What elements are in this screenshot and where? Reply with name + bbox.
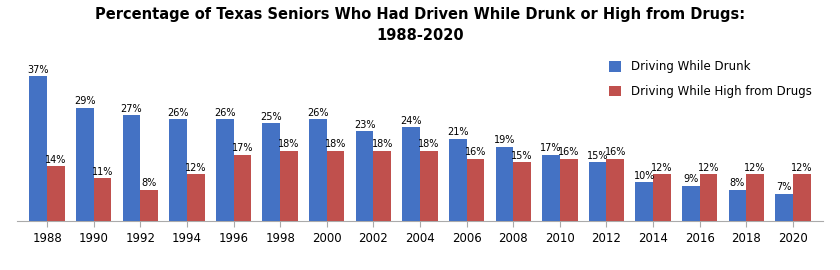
Text: 26%: 26% — [214, 108, 235, 118]
Bar — [234, 155, 251, 221]
Bar — [793, 174, 811, 221]
Text: 12%: 12% — [185, 163, 207, 173]
Text: 23%: 23% — [354, 120, 375, 130]
Bar — [700, 174, 717, 221]
Text: 16%: 16% — [558, 147, 580, 157]
Bar — [76, 107, 94, 221]
Text: 16%: 16% — [605, 147, 626, 157]
Text: 12%: 12% — [791, 163, 812, 173]
Text: 15%: 15% — [512, 151, 533, 161]
Text: 12%: 12% — [698, 163, 719, 173]
Bar — [402, 127, 420, 221]
Text: 18%: 18% — [278, 139, 300, 149]
Text: 18%: 18% — [371, 139, 393, 149]
Bar — [449, 139, 466, 221]
Bar — [374, 151, 391, 221]
Text: 7%: 7% — [776, 182, 792, 192]
Text: 9%: 9% — [683, 174, 698, 184]
Text: 24%: 24% — [401, 116, 422, 126]
Title: Percentage of Texas Seniors Who Had Driven While Drunk or High from Drugs:
1988-: Percentage of Texas Seniors Who Had Driv… — [95, 7, 745, 43]
Text: 21%: 21% — [447, 127, 469, 137]
Bar — [513, 163, 531, 221]
Text: 11%: 11% — [92, 167, 113, 177]
Bar — [216, 119, 234, 221]
Bar — [262, 123, 281, 221]
Bar — [281, 151, 298, 221]
Text: 17%: 17% — [232, 143, 253, 153]
Bar — [466, 158, 485, 221]
Text: 8%: 8% — [142, 178, 157, 188]
Text: 12%: 12% — [651, 163, 673, 173]
Bar — [94, 178, 112, 221]
Bar — [140, 190, 158, 221]
Text: 25%: 25% — [260, 112, 282, 122]
Bar — [123, 115, 140, 221]
Bar — [606, 158, 624, 221]
Bar — [29, 76, 47, 221]
Text: 29%: 29% — [74, 96, 96, 106]
Legend: Driving While Drunk, Driving While High from Drugs: Driving While Drunk, Driving While High … — [603, 55, 817, 104]
Text: 8%: 8% — [730, 178, 745, 188]
Bar — [355, 131, 374, 221]
Bar — [420, 151, 438, 221]
Bar — [47, 166, 65, 221]
Bar — [682, 186, 700, 221]
Bar — [589, 163, 606, 221]
Text: 18%: 18% — [418, 139, 439, 149]
Text: 26%: 26% — [307, 108, 328, 118]
Text: 12%: 12% — [744, 163, 766, 173]
Bar — [775, 194, 793, 221]
Bar — [746, 174, 764, 221]
Bar — [728, 190, 746, 221]
Bar — [309, 119, 327, 221]
Text: 19%: 19% — [494, 135, 515, 145]
Bar — [327, 151, 344, 221]
Bar — [653, 174, 671, 221]
Bar — [496, 147, 513, 221]
Bar — [169, 119, 187, 221]
Text: 27%: 27% — [121, 104, 142, 114]
Bar — [635, 182, 653, 221]
Text: 18%: 18% — [325, 139, 346, 149]
Text: 37%: 37% — [28, 65, 49, 75]
Text: 17%: 17% — [540, 143, 562, 153]
Bar — [542, 155, 559, 221]
Text: 14%: 14% — [45, 155, 66, 165]
Text: 16%: 16% — [465, 147, 486, 157]
Text: 15%: 15% — [587, 151, 608, 161]
Text: 10%: 10% — [633, 171, 655, 181]
Text: 26%: 26% — [167, 108, 189, 118]
Bar — [187, 174, 205, 221]
Bar — [559, 158, 578, 221]
